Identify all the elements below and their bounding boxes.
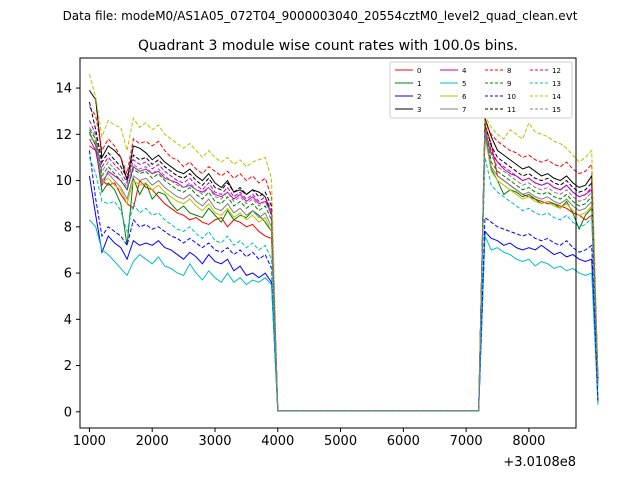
series-line-4 — [88, 131, 599, 412]
x-tick-label: 7000 — [450, 434, 483, 449]
y-axis-ticks: 0 2 4 6 8 10 12 14 — [55, 82, 80, 420]
y-tick-label: 4 — [64, 313, 72, 328]
series-line-14 — [88, 74, 599, 412]
legend-label-8: 8 — [507, 67, 511, 75]
series-line-9 — [89, 127, 599, 412]
series-line-8 — [89, 106, 599, 412]
x-tick-label: 8000 — [512, 434, 545, 449]
series-line-6 — [89, 136, 599, 412]
series-layer — [88, 74, 599, 412]
legend-label-13: 13 — [552, 80, 561, 88]
legend-label-10: 10 — [507, 93, 516, 101]
y-tick-label: 0 — [64, 405, 72, 420]
series-line-7 — [89, 134, 599, 412]
plot-frame — [79, 57, 577, 429]
legend-label-12: 12 — [552, 67, 561, 75]
y-tick-label: 12 — [55, 128, 72, 143]
legend-label-6: 6 — [462, 93, 467, 101]
series-line-15 — [89, 127, 599, 412]
legend-label-9: 9 — [507, 80, 511, 88]
x-tick-label: 5000 — [324, 434, 357, 449]
x-tick-label: 2000 — [136, 434, 169, 449]
series-line-2 — [88, 175, 599, 412]
x-tick-label: 3000 — [198, 434, 231, 449]
legend-label-11: 11 — [507, 106, 516, 114]
x-axis-offset-label: +3.0108e8 — [503, 455, 576, 470]
chart-title: Quadrant 3 module wise count rates with … — [138, 38, 518, 54]
y-tick-label: 8 — [64, 220, 72, 235]
legend-label-1: 1 — [417, 80, 421, 88]
legend-label-5: 5 — [462, 80, 466, 88]
y-tick-label: 2 — [64, 359, 72, 374]
y-tick-label: 14 — [55, 82, 72, 97]
legend-label-15: 15 — [552, 106, 561, 114]
legend-label-3: 3 — [417, 106, 421, 114]
legend-label-7: 7 — [462, 106, 466, 114]
x-tick-label: 1000 — [73, 434, 106, 449]
suptitle: Data file: modeM0/AS1A05_072T04_90000030… — [63, 9, 578, 23]
series-line-11 — [88, 101, 599, 412]
legend-label-2: 2 — [417, 93, 421, 101]
legend-label-14: 14 — [552, 93, 561, 101]
x-tick-label: 6000 — [387, 434, 420, 449]
y-tick-label: 6 — [64, 267, 72, 282]
x-tick-label: 4000 — [261, 434, 294, 449]
x-axis-ticks: 1000 2000 3000 4000 5000 6000 7000 8000 — [73, 428, 545, 449]
legend-box — [389, 61, 573, 119]
series-line-12 — [88, 120, 599, 412]
legend-label-0: 0 — [417, 67, 421, 75]
legend-label-4: 4 — [462, 67, 467, 75]
y-tick-label: 10 — [55, 174, 72, 189]
